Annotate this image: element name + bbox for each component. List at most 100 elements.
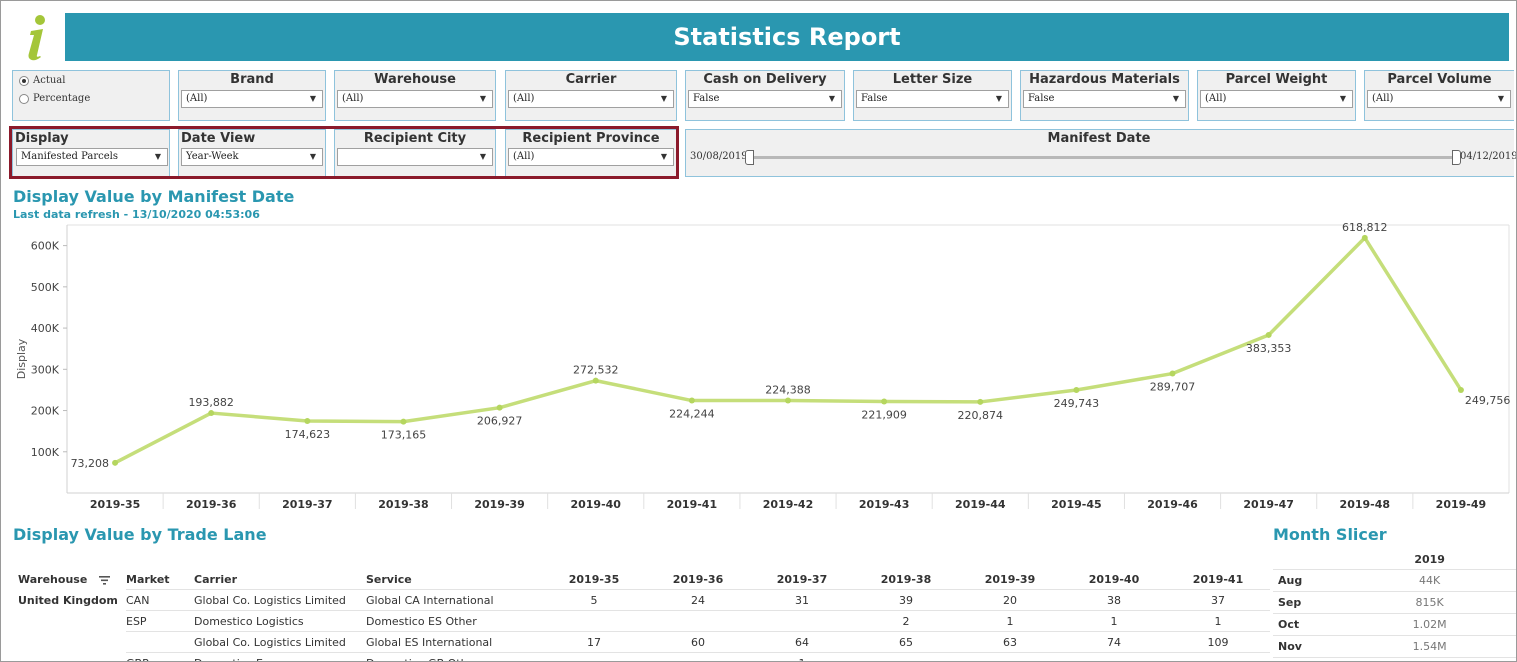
table-cell: 1	[958, 610, 1062, 632]
letter-size-dropdown[interactable]: False ▼	[856, 90, 1009, 108]
table-cell: CAN	[126, 589, 194, 611]
table-cell: Domestico GB Other	[366, 652, 542, 661]
carrier-dropdown[interactable]: (All) ▼	[508, 90, 674, 108]
data-point	[400, 418, 407, 425]
warehouse-filter: Warehouse (All) ▼	[334, 70, 496, 121]
parcel-volume-dropdown[interactable]: (All) ▼	[1367, 90, 1511, 108]
col-week-40[interactable]: 2019-40	[1088, 572, 1140, 586]
data-point	[1169, 370, 1176, 377]
month-slicer-row[interactable]: Aug 44K	[1273, 569, 1516, 592]
month-label: Oct	[1273, 613, 1383, 636]
table-cell: 37	[1166, 589, 1270, 611]
carrier-filter-label: Carrier	[565, 72, 617, 87]
month-slicer-row[interactable]: Dec344K	[1273, 657, 1516, 661]
table-cell	[646, 652, 750, 661]
data-point	[1073, 387, 1080, 394]
data-labels: 73,208 193,882 174,623 173,165 206,927 272,53…	[71, 223, 1511, 470]
letter-size-filter: Letter Size False ▼	[853, 70, 1012, 121]
month-label: Nov	[1273, 635, 1383, 658]
parcel-weight-dropdown[interactable]: (All) ▼	[1200, 90, 1353, 108]
table-row[interactable]: Global Co. Logistics Limited Global ES In…	[13, 631, 1270, 653]
x-tick-label: 2019-43	[859, 498, 910, 511]
data-point	[688, 397, 695, 404]
date-view-dropdown[interactable]: Year-Week ▼	[181, 148, 323, 166]
table-cell: 109	[1166, 631, 1270, 653]
measure-selector: Actual Percentage	[12, 70, 170, 121]
y-tick-label: 400K	[31, 322, 60, 335]
radio-actual[interactable]: Actual	[19, 75, 65, 86]
x-tick-label: 2019-44	[955, 498, 1006, 511]
manifest-date-start: 30/08/2019	[690, 151, 748, 162]
month-slicer-row[interactable]: Oct 1.02M	[1273, 613, 1516, 636]
table-header-row: Warehouse Market Carrier Service 2019-35…	[13, 569, 1270, 590]
chevron-down-icon: ▼	[660, 152, 667, 161]
col-week-38[interactable]: 2019-38	[880, 572, 932, 586]
table-row[interactable]: United Kingdom CAN Global Co. Logistics Li…	[13, 589, 1270, 611]
data-label: 249,756	[1465, 394, 1511, 407]
table-cell: 20	[958, 589, 1062, 611]
data-point	[881, 398, 888, 405]
col-week-36[interactable]: 2019-36	[672, 572, 724, 586]
table-cell: 1	[1062, 610, 1166, 632]
radio-actual-indicator[interactable]	[19, 75, 29, 86]
trade-lane-title: Display Value by Trade Lane	[13, 525, 267, 544]
table-cell: 5	[542, 589, 646, 611]
report-title-banner: Statistics Report	[65, 13, 1509, 61]
col-week-41[interactable]: 2019-41	[1192, 572, 1244, 586]
table-cell: GBR	[126, 652, 194, 661]
col-week-37[interactable]: 2019-37	[776, 572, 828, 586]
table-cell	[646, 610, 750, 632]
col-warehouse[interactable]: Warehouse	[13, 569, 126, 590]
table-cell: 60	[646, 631, 750, 653]
display-filter-label: Display	[15, 131, 69, 146]
recipient-city-filter: Recipient City ▼	[334, 129, 496, 177]
col-market[interactable]: Market	[126, 572, 170, 586]
table-cell: 1	[750, 652, 854, 661]
radio-percentage-indicator[interactable]	[19, 93, 29, 104]
col-week-39[interactable]: 2019-39	[984, 572, 1036, 586]
x-tick-label: 2019-37	[282, 498, 333, 511]
recipient-province-dropdown[interactable]: (All) ▼	[508, 148, 674, 166]
brand-dropdown[interactable]: (All) ▼	[181, 90, 323, 108]
slider-end-handle[interactable]	[1452, 150, 1461, 165]
info-logo-icon	[28, 15, 45, 61]
cash-on-delivery-filter: Cash on Delivery False ▼	[685, 70, 845, 121]
recipient-province-label: Recipient Province	[522, 131, 660, 146]
table-row[interactable]: ESP Domestico Logistics Domestico ES Other…	[13, 610, 1270, 632]
manifest-date-end: 04/12/2019	[1460, 151, 1517, 162]
col-carrier[interactable]: Carrier	[194, 572, 238, 586]
date-view-value: Year-Week	[186, 151, 239, 162]
slider-start-handle[interactable]	[745, 150, 754, 165]
brand-filter-label: Brand	[230, 72, 274, 87]
recipient-province-filter: Recipient Province (All) ▼	[505, 129, 677, 177]
chevron-down-icon: ▼	[1339, 94, 1346, 103]
month-slicer-row[interactable]: Nov 1.54M	[1273, 635, 1516, 658]
col-service[interactable]: Service	[366, 572, 412, 586]
table-cell: Global Co. Logistics Limited	[194, 589, 366, 611]
data-label: 220,874	[958, 409, 1004, 422]
y-tick-label: 500K	[31, 281, 60, 294]
y-tick-label: 100K	[31, 446, 60, 459]
month-label: Sep	[1273, 591, 1383, 614]
cash-on-delivery-dropdown[interactable]: False ▼	[688, 90, 842, 108]
table-cell: 74	[1062, 631, 1166, 653]
chevron-down-icon: ▼	[1497, 94, 1504, 103]
x-tick-label: 2019-36	[186, 498, 237, 511]
sort-icon[interactable]	[99, 575, 111, 585]
data-label: 221,909	[861, 409, 907, 422]
table-row[interactable]: GBRDomestico EuropeDomestico GB Other 1	[13, 652, 1270, 661]
report-title: Statistics Report	[673, 23, 901, 51]
table-cell: Global ES International	[366, 631, 542, 653]
month-slicer-row[interactable]: Sep 815K	[1273, 591, 1516, 614]
data-label: 224,244	[669, 408, 715, 421]
cash-on-delivery-value: False	[693, 93, 720, 104]
recipient-city-dropdown[interactable]: ▼	[337, 148, 493, 166]
manifest-date-slider-track[interactable]	[752, 156, 1454, 159]
parcel-volume-filter: Parcel Volume (All) ▼	[1364, 70, 1514, 121]
display-dropdown[interactable]: Manifested Parcels ▼	[16, 148, 168, 166]
warehouse-dropdown[interactable]: (All) ▼	[337, 90, 493, 108]
col-week-35[interactable]: 2019-35	[568, 572, 620, 586]
x-tick-label: 2019-49	[1436, 498, 1487, 511]
radio-percentage[interactable]: Percentage	[19, 93, 90, 104]
hazardous-materials-dropdown[interactable]: False ▼	[1023, 90, 1186, 108]
